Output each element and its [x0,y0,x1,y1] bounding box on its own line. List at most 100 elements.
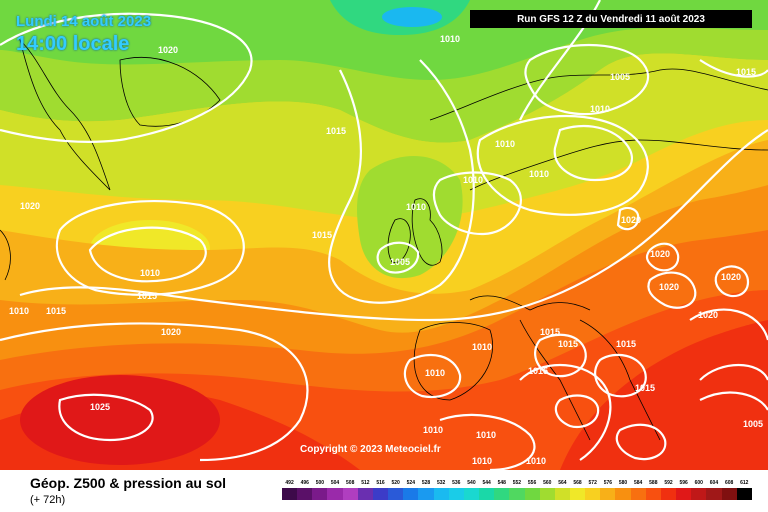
colorbar-label: 580 [618,480,628,486]
colorbar-swatch [327,488,343,500]
colorbar-label: 604 [709,480,719,486]
valid-time-label: 14:00 locale [16,33,130,55]
isobar-label: 1015 [539,327,561,337]
colorbar-label: 520 [391,480,400,486]
isobar-label: 1015 [735,67,757,77]
copyright-label: Copyright © 2023 Meteociel.fr [300,444,441,455]
isobar-label: 1020 [649,249,671,259]
colorbar-swatch [645,488,661,500]
isobar-label: 1010 [471,342,493,352]
colorbar-swatch [630,488,646,500]
colorbar-label: 592 [664,480,673,486]
colorbar-label: 568 [573,480,582,486]
colorbar-swatch [342,488,358,500]
isobar-label: 1005 [742,419,764,429]
colorbar-swatch [721,488,737,500]
isobar-label: 1010 [422,425,444,435]
colorbar-swatch [297,488,313,500]
isobar-label: 1015 [527,366,549,376]
colorbar-swatch [372,488,389,500]
colorbar-label: 588 [649,480,658,486]
isobar-label: 1010 [439,34,461,44]
isobar-label: 1020 [620,215,642,225]
isobar-label: 1010 [471,456,493,466]
colorbar-swatch [463,488,480,500]
colorbar-label: 576 [603,480,613,486]
isobar-label: 1020 [160,327,182,337]
colorbar-swatch [660,488,677,500]
colorbar-label: 492 [285,480,294,486]
colorbar-label: 540 [467,480,476,486]
colorbar-swatch [600,488,616,500]
isobar-label: 1010 [589,104,611,114]
colorbar-label: 548 [497,480,506,486]
model-run-label: Run GFS 12 Z du Vendredi 11 août 2023 [470,10,752,28]
isobar-label: 1010 [8,306,30,316]
colorbar-swatch [615,488,631,500]
isobar-label: 1020 [697,310,719,320]
colorbar-labels: 492 496 500 504 508 512 516 520 524 528 532 536 540 5… [282,480,752,486]
colorbar-label: 552 [512,480,522,486]
isobar-label: 1015 [557,339,579,349]
isobar-label: 1020 [19,201,41,211]
colorbar-swatch [524,488,540,500]
colorbar-label: 600 [694,480,703,486]
isobar-label: 1010 [475,430,497,440]
colorbar-swatch [357,488,373,500]
colorbar-swatch [509,488,525,500]
isobar-label: 1020 [157,45,179,55]
isobar-label: 1020 [658,282,680,292]
valid-date-label: Lundi 14 août 2023 [16,13,152,30]
isobar-label: 1015 [311,230,333,240]
colorbar-label: 608 [724,480,734,486]
colorbar-swatch [494,488,510,500]
isobar-label: 1015 [615,339,637,349]
isobar-label: 1010 [462,175,484,185]
colorbar-label: 612 [740,480,749,486]
isobar-label: 1010 [525,456,547,466]
colorbar-swatch [539,488,555,500]
isobar-label: 1020 [720,272,742,282]
colorbar-label: 584 [634,480,643,486]
colorbar-label: 572 [588,480,597,486]
map-title: Géop. Z500 & pression au sol [30,475,227,491]
isobar-label: 1010 [139,268,161,278]
colorbar-label: 556 [527,480,537,486]
isobar-label: 1015 [136,291,158,301]
colorbar-swatch [585,488,601,500]
colorbar-swatch [691,488,707,500]
colorbar-label: 596 [679,480,688,486]
isobar-label: 1015 [634,383,656,393]
colorbar-label: 536 [452,480,461,486]
isobar-label: 1010 [424,368,446,378]
forecast-lead-time: (+ 72h) [30,494,66,506]
colorbar-swatch [676,488,692,500]
colorbar-label: 512 [361,480,370,486]
colorbar-swatch [388,488,404,500]
colorbar: 492 496 500 504 508 512 516 520 524 528 532 536 540 5… [282,480,752,500]
colorbar-label: 544 [482,480,491,486]
colorbar-label: 528 [421,480,431,486]
isobar-label: 1005 [609,72,631,82]
isobar-label: 1010 [528,169,550,179]
colorbar-label: 532 [436,480,446,486]
colorbar-label: 496 [300,480,309,486]
colorbar-swatch [433,488,449,500]
colorbar-swatch [479,488,495,500]
isobar-label: 1010 [494,139,516,149]
colorbar-swatch [706,488,722,500]
colorbar-label: 500 [315,480,325,486]
isobar-label: 1015 [45,306,67,316]
colorbar-label: 516 [376,480,385,486]
colorbar-label: 560 [543,480,552,486]
colorbar-swatch [282,488,298,500]
colorbar-swatch [418,488,434,500]
colorbar-swatch [403,488,419,500]
colorbar-swatch [736,488,752,500]
isobar-label: 1005 [389,257,411,267]
isobar-label: 1010 [405,202,427,212]
isobar-label: 1015 [325,126,347,136]
map-background [0,0,768,470]
colorbar-label: 564 [558,480,567,486]
colorbar-label: 504 [330,480,340,486]
